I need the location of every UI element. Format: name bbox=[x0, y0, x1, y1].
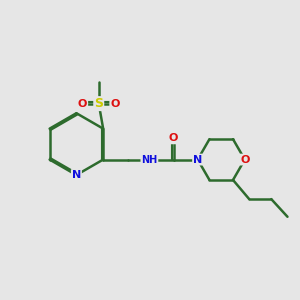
Text: O: O bbox=[169, 134, 178, 143]
Text: N: N bbox=[193, 154, 202, 165]
Text: O: O bbox=[240, 154, 250, 165]
Text: N: N bbox=[72, 170, 81, 180]
Text: O: O bbox=[110, 99, 120, 109]
Text: NH: NH bbox=[141, 154, 158, 165]
Text: S: S bbox=[94, 97, 103, 110]
Text: O: O bbox=[78, 99, 87, 109]
